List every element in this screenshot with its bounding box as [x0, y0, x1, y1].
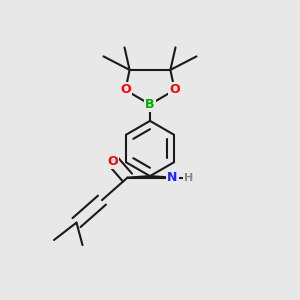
Text: O: O	[108, 154, 118, 168]
Text: O: O	[120, 83, 131, 97]
Text: N: N	[167, 171, 178, 184]
Text: B: B	[145, 98, 155, 111]
Text: O: O	[169, 83, 180, 97]
Text: H: H	[184, 172, 194, 183]
